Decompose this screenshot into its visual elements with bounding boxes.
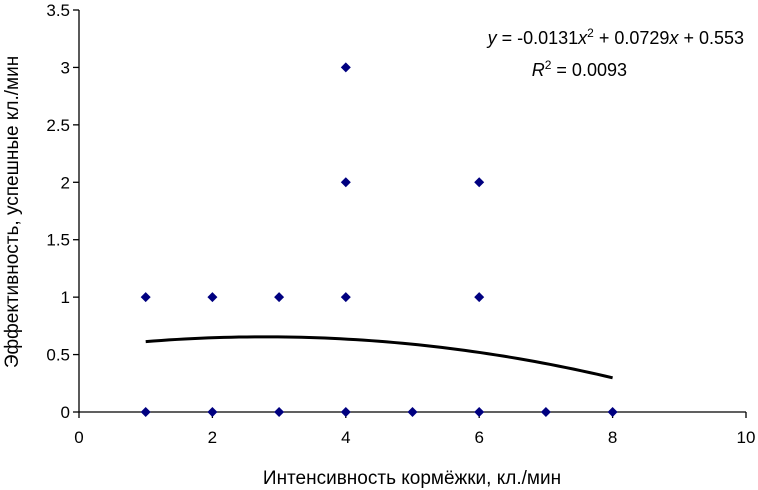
data-point xyxy=(140,292,151,303)
data-point xyxy=(340,407,351,417)
plot-area: 0 2 4 6 8 10 0 0.5 1 1.5 2 2.5 3 3.5 xyxy=(46,1,755,447)
y-tick-label: 0.5 xyxy=(46,346,70,365)
data-point xyxy=(340,177,351,188)
y-tick-label: 3 xyxy=(61,58,70,77)
y-tick-label: 1.5 xyxy=(46,231,70,250)
equation-x-var: x xyxy=(577,28,588,48)
equation-coef-b: + 0.0729 xyxy=(594,28,670,48)
y-tick-label: 2 xyxy=(61,173,70,192)
data-point xyxy=(540,407,551,417)
x-tick-label: 10 xyxy=(737,428,756,447)
equation-y-var: y xyxy=(486,28,498,48)
data-point xyxy=(207,407,218,417)
r-squared-exponent: 2 xyxy=(545,58,552,72)
data-point xyxy=(340,62,351,73)
x-tick-label: 2 xyxy=(208,428,217,447)
data-point xyxy=(607,407,618,417)
data-point xyxy=(407,407,418,417)
x-tick-label: 0 xyxy=(74,428,83,447)
equation-coef-c: + 0.553 xyxy=(678,28,744,48)
data-point xyxy=(474,292,485,303)
data-points xyxy=(140,62,618,417)
equation-x-var-2: x xyxy=(668,28,679,48)
x-axis-title: Интенсивность кормёжки, кл./мин xyxy=(263,468,561,489)
y-tick-label: 2.5 xyxy=(46,116,70,135)
y-tick-label: 1 xyxy=(61,288,70,307)
r-squared-label: R2 = 0.0093 xyxy=(532,58,627,80)
r-squared-var: R xyxy=(532,60,545,80)
y-tick-label: 0 xyxy=(61,403,70,422)
data-point xyxy=(474,407,485,417)
equation-coef-a: = -0.0131 xyxy=(497,28,579,48)
x-tick-label: 4 xyxy=(341,428,350,447)
x-tick-label: 8 xyxy=(608,428,617,447)
data-point xyxy=(274,292,285,303)
y-tick-label: 3.5 xyxy=(46,1,70,20)
data-point xyxy=(340,292,351,303)
x-axis-ticks: 0 2 4 6 8 10 xyxy=(74,412,755,447)
data-point xyxy=(274,407,285,417)
r-squared-value: = 0.0093 xyxy=(551,60,627,80)
trendline xyxy=(145,335,613,380)
data-point xyxy=(140,407,151,417)
x-tick-label: 6 xyxy=(474,428,483,447)
data-point xyxy=(474,177,485,188)
y-axis-ticks: 0 0.5 1 1.5 2 2.5 3 3.5 xyxy=(46,1,79,422)
data-point xyxy=(207,292,218,303)
y-axis-title: Эффективность, успешные кл./мин xyxy=(2,56,23,368)
equation-exponent: 2 xyxy=(587,26,594,40)
regression-equation: y = -0.0131x2 + 0.0729x + 0.553 xyxy=(486,26,744,48)
